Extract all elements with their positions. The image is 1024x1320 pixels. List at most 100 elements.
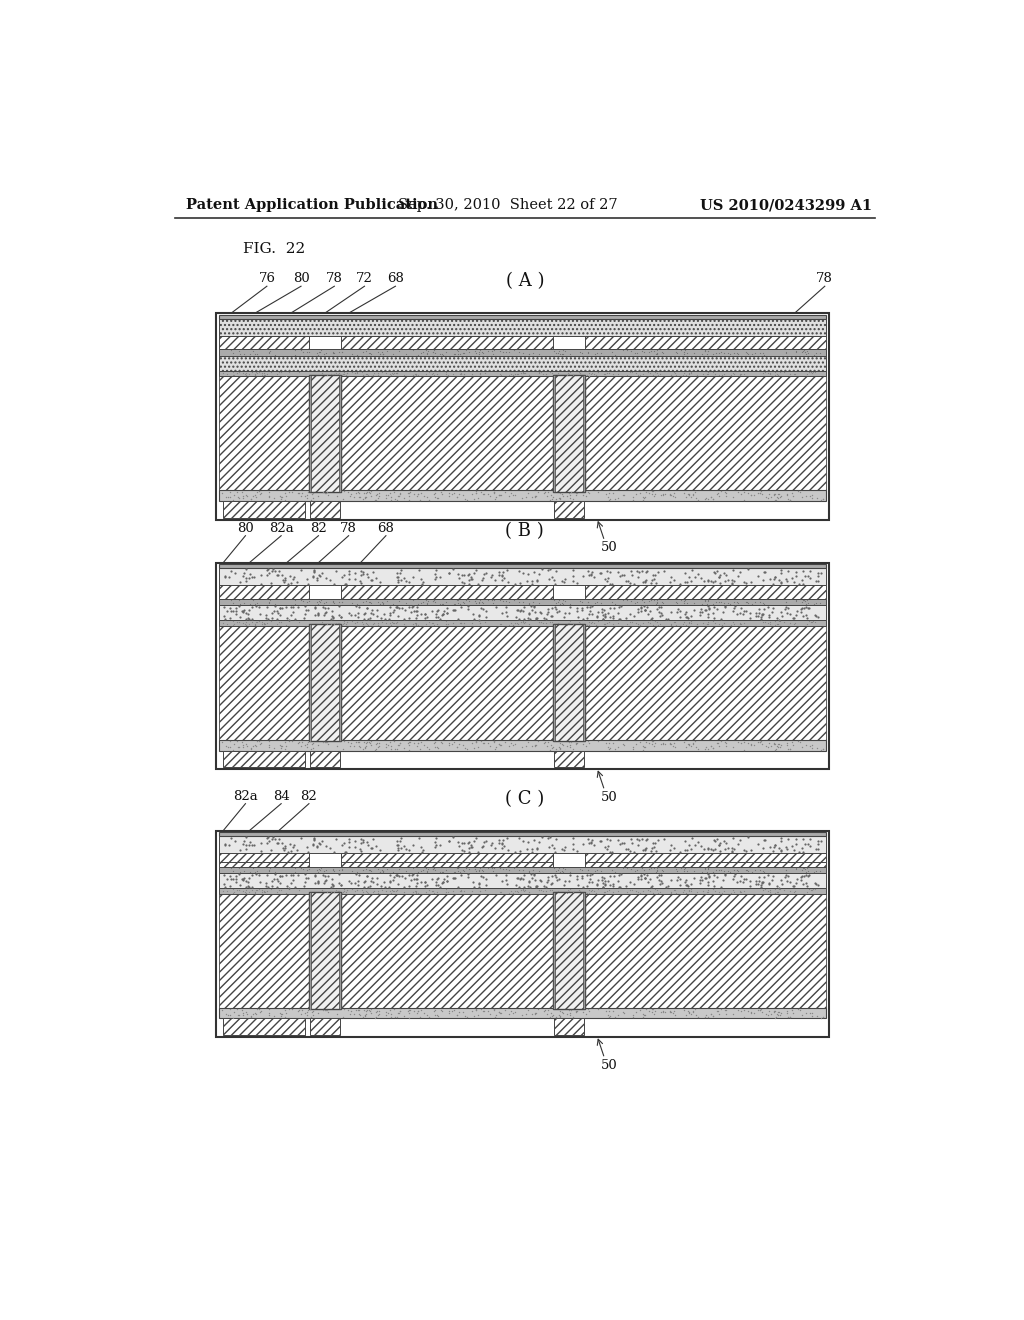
- Point: [456, 841, 472, 862]
- Point: [306, 829, 323, 850]
- Point: [762, 879, 778, 900]
- Point: [547, 573, 563, 594]
- Point: [538, 612, 554, 634]
- Point: [325, 606, 341, 627]
- Point: [743, 1002, 760, 1023]
- Point: [485, 343, 502, 364]
- Point: [402, 601, 419, 622]
- Point: [760, 612, 776, 634]
- Point: [456, 859, 472, 880]
- Point: [641, 733, 657, 754]
- Point: [714, 882, 730, 903]
- Point: [325, 858, 341, 879]
- Point: [282, 611, 298, 632]
- Point: [450, 876, 466, 898]
- Point: [656, 734, 673, 755]
- Point: [725, 1005, 741, 1026]
- Point: [581, 362, 597, 383]
- Point: [597, 874, 613, 895]
- Point: [650, 601, 667, 622]
- Bar: [219, 355, 825, 371]
- Point: [276, 488, 293, 510]
- Point: [271, 866, 288, 887]
- Point: [800, 593, 816, 614]
- Point: [725, 487, 741, 508]
- Point: [517, 362, 534, 383]
- Point: [370, 1005, 386, 1026]
- Point: [717, 570, 733, 591]
- Point: [272, 1006, 289, 1027]
- Point: [646, 486, 663, 507]
- Point: [575, 484, 592, 506]
- Bar: [219, 894, 308, 1007]
- Point: [543, 734, 559, 755]
- Point: [626, 487, 642, 508]
- Point: [355, 591, 372, 612]
- Point: [362, 486, 379, 507]
- Point: [317, 870, 334, 891]
- Point: [663, 870, 679, 891]
- Bar: [341, 585, 553, 599]
- Point: [802, 568, 818, 589]
- Point: [446, 343, 463, 364]
- Point: [473, 480, 489, 502]
- Point: [556, 568, 572, 589]
- Point: [294, 482, 310, 503]
- Point: [461, 564, 477, 585]
- Point: [514, 562, 530, 583]
- Point: [272, 488, 289, 510]
- Point: [649, 589, 666, 610]
- Point: [757, 594, 773, 615]
- Point: [364, 837, 380, 858]
- Point: [750, 731, 766, 752]
- Point: [495, 829, 511, 850]
- Point: [450, 861, 466, 882]
- Point: [511, 560, 527, 581]
- Point: [742, 734, 759, 755]
- Point: [681, 611, 697, 632]
- Point: [679, 593, 695, 614]
- Point: [304, 1001, 321, 1022]
- Point: [573, 598, 590, 619]
- Point: [634, 560, 650, 581]
- Point: [435, 862, 452, 883]
- Point: [368, 568, 384, 589]
- Point: [382, 612, 398, 634]
- Point: [700, 362, 717, 383]
- Point: [326, 875, 342, 896]
- Point: [535, 612, 551, 634]
- Point: [386, 599, 402, 620]
- Point: [655, 1002, 672, 1023]
- Point: [755, 861, 771, 882]
- Point: [695, 612, 712, 634]
- Point: [633, 601, 649, 622]
- Point: [630, 598, 646, 619]
- Point: [506, 589, 522, 610]
- Point: [369, 874, 385, 895]
- Point: [784, 568, 801, 589]
- Point: [390, 1003, 407, 1024]
- Point: [468, 480, 484, 502]
- Point: [534, 879, 550, 900]
- Point: [626, 606, 642, 627]
- Point: [685, 1001, 701, 1022]
- Point: [457, 488, 473, 510]
- Point: [682, 838, 698, 859]
- Point: [695, 838, 712, 859]
- Point: [673, 339, 689, 360]
- Point: [709, 483, 725, 504]
- Point: [260, 830, 276, 851]
- Point: [637, 867, 653, 888]
- Point: [441, 1003, 458, 1024]
- Point: [340, 564, 356, 585]
- Point: [296, 875, 312, 896]
- Point: [470, 343, 486, 364]
- Point: [505, 484, 521, 506]
- Point: [409, 873, 425, 894]
- Point: [612, 876, 629, 898]
- Point: [313, 830, 330, 851]
- Point: [700, 363, 717, 384]
- Point: [389, 572, 406, 593]
- Point: [251, 480, 267, 502]
- Point: [659, 876, 676, 898]
